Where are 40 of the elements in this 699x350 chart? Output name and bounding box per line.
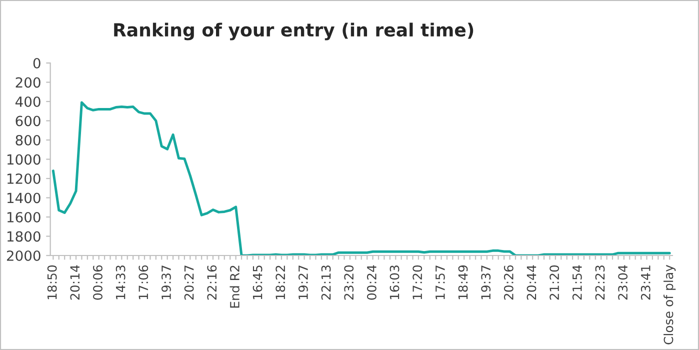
x-tick-label: 20:14 [70,265,80,300]
chart-title: Ranking of your entry (in real time) [114,22,474,40]
y-tick-label: 200 [16,77,40,88]
x-tick-label: 00:24 [366,265,376,300]
x-tick-label: 17:57 [436,266,445,300]
x-tick-label: 20:27 [184,266,194,300]
y-tick-label: 1600 [7,212,40,222]
x-tick-label: 18:50 [47,265,57,300]
x-tick-label: 20:44 [526,265,536,300]
x-tick-label: Close of play [664,264,676,344]
y-tick-label: 400 [15,96,40,107]
x-tick-label: 17:06 [138,265,148,300]
x-tick-label: 00:06 [93,265,102,300]
x-tick-label: 22:13 [321,266,331,300]
y-tick-label: 1000 [7,154,40,165]
x-tick-label: 23:41 [640,266,650,300]
x-tick-label: End R2 [230,266,240,308]
y-tick-label: 800 [16,134,40,146]
x-tick-label: 21:54 [572,265,582,300]
y-tick-label: 2000 [6,250,40,261]
x-tick-label: 19:37 [481,266,491,300]
x-tick-label: 23:04 [618,265,628,300]
x-tick-label: 19:37 [162,266,171,300]
y-tick-label: 0 [33,58,40,68]
x-tick-label: 16:03 [390,266,400,300]
y-tick-label: 1800 [7,231,40,242]
x-tick-label: 17:20 [412,265,422,300]
x-tick-label: 18:49 [458,265,468,300]
x-tick-label: 22:23 [595,266,605,300]
x-tick-label: 16:45 [252,266,262,300]
x-tick-label: 18:22 [276,266,286,300]
x-tick-label: 23:20 [344,265,354,300]
x-tick-label: 22:16 [207,265,217,300]
y-tick-label: 1200 [7,173,40,184]
y-tick-label: 1400 [7,192,40,204]
x-tick-label: 20:26 [504,265,514,300]
x-tick-label: 21:20 [550,265,560,300]
x-tick-label: 19:27 [298,266,308,300]
x-tick-label: 14:33 [116,266,126,300]
y-tick-label: 600 [16,116,40,126]
